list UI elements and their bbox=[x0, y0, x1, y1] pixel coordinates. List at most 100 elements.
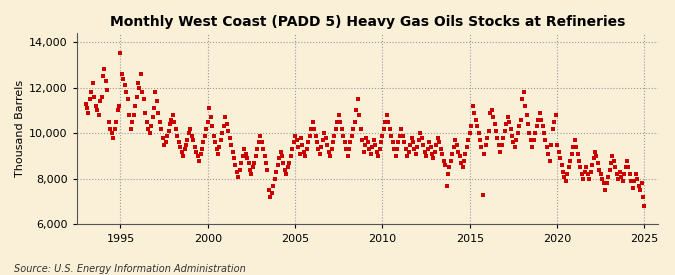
Point bbox=[437, 152, 448, 156]
Point bbox=[167, 113, 178, 117]
Point bbox=[588, 156, 599, 161]
Point bbox=[274, 156, 285, 161]
Point bbox=[448, 145, 459, 149]
Point bbox=[351, 108, 362, 113]
Point bbox=[217, 131, 227, 136]
Point bbox=[418, 142, 429, 147]
Point bbox=[612, 172, 622, 177]
Point bbox=[259, 154, 270, 158]
Point bbox=[196, 147, 207, 152]
Point bbox=[422, 147, 433, 152]
Point bbox=[387, 140, 398, 145]
Point bbox=[460, 152, 471, 156]
Point bbox=[614, 170, 625, 174]
Point bbox=[86, 90, 97, 94]
Point bbox=[326, 147, 337, 152]
Point bbox=[303, 140, 314, 145]
Point bbox=[176, 149, 187, 154]
Point bbox=[272, 163, 283, 167]
Point bbox=[527, 145, 538, 149]
Point bbox=[340, 140, 350, 145]
Point bbox=[95, 99, 105, 104]
Point bbox=[533, 117, 543, 122]
Point bbox=[518, 90, 529, 94]
Point bbox=[179, 147, 190, 152]
Point bbox=[522, 122, 533, 126]
Point bbox=[568, 145, 578, 149]
Point bbox=[406, 136, 417, 140]
Point bbox=[575, 165, 586, 170]
Point bbox=[350, 120, 360, 124]
Point bbox=[175, 145, 186, 149]
Point bbox=[225, 142, 236, 147]
Point bbox=[310, 133, 321, 138]
Point bbox=[438, 158, 449, 163]
Point bbox=[136, 72, 146, 76]
Point bbox=[140, 111, 151, 115]
Point bbox=[492, 136, 503, 140]
Point bbox=[227, 149, 238, 154]
Point bbox=[341, 147, 352, 152]
Point bbox=[195, 152, 206, 156]
Point bbox=[302, 147, 313, 152]
Point bbox=[185, 126, 196, 131]
Point bbox=[338, 133, 348, 138]
Point bbox=[396, 126, 407, 131]
Point bbox=[230, 163, 241, 167]
Point bbox=[111, 120, 122, 124]
Point bbox=[496, 142, 507, 147]
Point bbox=[96, 95, 107, 99]
Point bbox=[263, 188, 274, 192]
Point bbox=[409, 147, 420, 152]
Point bbox=[249, 161, 260, 165]
Point bbox=[604, 167, 615, 172]
Point bbox=[598, 181, 609, 186]
Point bbox=[384, 126, 395, 131]
Point bbox=[583, 172, 593, 177]
Point bbox=[386, 133, 397, 138]
Point bbox=[529, 138, 539, 142]
Point bbox=[433, 136, 443, 140]
Point bbox=[415, 131, 426, 136]
Point bbox=[170, 126, 181, 131]
Point bbox=[572, 152, 583, 156]
Point bbox=[88, 81, 99, 85]
Point bbox=[162, 133, 173, 138]
Point bbox=[258, 147, 269, 152]
Point bbox=[202, 120, 213, 124]
Point bbox=[431, 142, 441, 147]
Point bbox=[622, 158, 632, 163]
Point bbox=[107, 131, 117, 136]
Point bbox=[369, 138, 379, 142]
Point bbox=[491, 129, 502, 133]
Point bbox=[150, 90, 161, 94]
Point bbox=[242, 156, 252, 161]
Point bbox=[367, 145, 378, 149]
Point bbox=[364, 147, 375, 152]
Point bbox=[379, 126, 389, 131]
Title: Monthly West Coast (PADD 5) Heavy Gas Oils Stocks at Refineries: Monthly West Coast (PADD 5) Heavy Gas Oi… bbox=[110, 15, 625, 29]
Point bbox=[501, 122, 512, 126]
Point bbox=[392, 147, 402, 152]
Point bbox=[262, 167, 273, 172]
Point bbox=[373, 154, 383, 158]
Point bbox=[128, 113, 139, 117]
Point bbox=[546, 142, 557, 147]
Point bbox=[286, 154, 296, 158]
Point bbox=[156, 126, 167, 131]
Point bbox=[144, 131, 155, 136]
Point bbox=[182, 138, 193, 142]
Point bbox=[458, 158, 469, 163]
Point bbox=[545, 158, 556, 163]
Point bbox=[137, 90, 148, 94]
Point bbox=[223, 129, 234, 133]
Point bbox=[275, 149, 286, 154]
Point bbox=[244, 167, 255, 172]
Point bbox=[239, 147, 250, 152]
Point bbox=[122, 97, 133, 101]
Point bbox=[466, 124, 477, 129]
Point bbox=[173, 140, 184, 145]
Point bbox=[151, 99, 162, 104]
Point bbox=[279, 167, 290, 172]
Point bbox=[623, 165, 634, 170]
